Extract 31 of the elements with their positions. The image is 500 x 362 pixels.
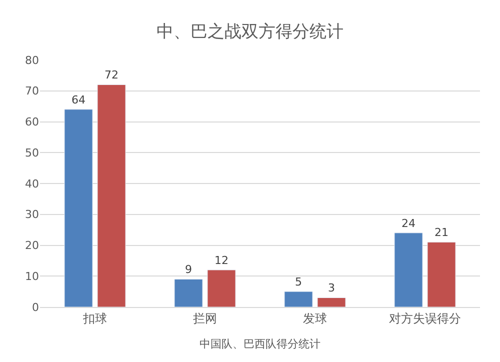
data-label: 9 [185,263,192,276]
data-label: 72 [104,68,119,82]
y-tick-label: 70 [25,84,39,98]
data-label: 12 [214,254,228,267]
y-tick-label: 0 [32,300,39,314]
chart-title: 中、巴之战双方得分统计 [156,22,344,42]
bar [207,270,236,307]
data-label: 24 [402,216,416,230]
data-label: 64 [72,93,86,106]
y-tick-label: 20 [25,239,39,252]
y-tick-label: 80 [25,54,39,67]
data-label: 5 [295,276,302,289]
y-tick-label: 40 [25,177,39,190]
bar [427,242,456,307]
bar [284,291,313,307]
bar [317,297,346,307]
y-tick-label: 10 [25,270,39,283]
bar [97,84,126,307]
y-tick-label: 50 [25,146,39,160]
bar [174,278,203,307]
x-tick-label: 发球 [303,311,327,326]
x-axis-title: 中国队、巴西队得分统计 [200,338,320,351]
bar [64,109,93,307]
x-tick-label: 对方失误得分 [389,311,461,326]
data-label: 3 [328,282,335,295]
bar [394,232,423,307]
x-tick-label: 扣球 [82,311,107,326]
x-tick-label: 拦网 [193,311,217,326]
y-tick-label: 30 [25,208,39,222]
data-label: 21 [434,226,449,240]
y-tick-label: 60 [25,116,39,129]
